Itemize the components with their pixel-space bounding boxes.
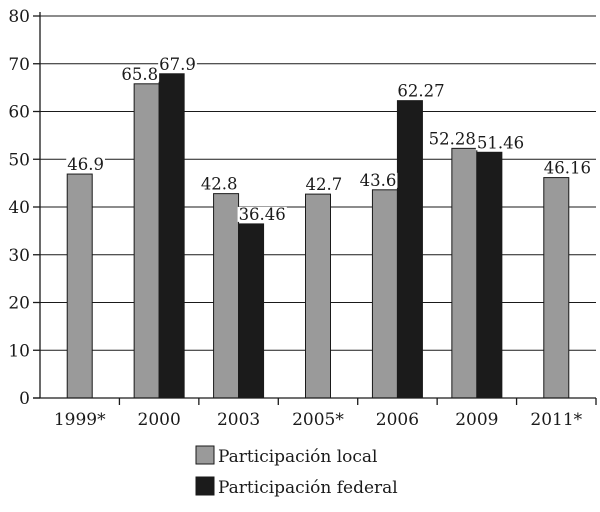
- legend-label-federal: Participación federal: [218, 478, 398, 498]
- data-label-background: [427, 131, 477, 147]
- data-label-background: [304, 177, 344, 193]
- y-tick-label: 50: [8, 150, 30, 170]
- legend-label-local: Participación local: [218, 447, 378, 467]
- data-label: 36.46: [239, 205, 286, 224]
- data-label: 46.9: [67, 155, 104, 174]
- x-tick-label: 1999*: [54, 410, 106, 430]
- bar-local-2005: [305, 193, 331, 399]
- data-label-background: [396, 83, 446, 99]
- data-label: 52.28: [429, 129, 476, 148]
- x-tick-label: 2009: [455, 410, 498, 430]
- bars: [66, 73, 570, 399]
- data-labels: 46.9 65.867.9 42.836.46 42.7 43.6 62.27 52.28 5…: [66, 55, 593, 224]
- bar-local-2009: [451, 147, 478, 399]
- data-label: 42.8: [201, 175, 238, 194]
- data-label-background: [158, 56, 197, 72]
- data-label-background: [358, 172, 398, 188]
- legend-swatch-local: [195, 445, 215, 465]
- data-label-background: [120, 66, 160, 82]
- bar-federal-2006: [396, 100, 423, 399]
- bar-local-2011: [543, 177, 570, 399]
- data-label-background: [199, 176, 239, 192]
- data-label-background: [542, 160, 593, 176]
- y-tick-label: 30: [8, 246, 30, 266]
- data-label: 67.9: [159, 55, 196, 74]
- y-tick-label: 80: [8, 7, 30, 27]
- data-label: 62.27: [397, 82, 444, 101]
- y-tick-label: 10: [8, 341, 30, 361]
- axes: 0 10 20 30 40 50 60 70 80 1999* 2000 2003 2005* 2006 2…: [8, 7, 597, 430]
- x-tick-label: 2011*: [530, 410, 582, 430]
- legend-swatch-federal: [195, 476, 215, 496]
- y-tick-label: 40: [8, 198, 30, 218]
- data-label: 65.8: [121, 65, 158, 84]
- x-tick-label: 2006: [376, 410, 419, 430]
- y-tick-label: 70: [8, 55, 30, 75]
- data-label: 46.16: [544, 159, 591, 178]
- data-label: 42.7: [306, 175, 343, 194]
- x-tick-label: 2003: [217, 410, 260, 430]
- data-label: 51.46: [477, 133, 524, 152]
- x-tick-label: 2000: [138, 410, 181, 430]
- y-tick-label: 0: [19, 389, 30, 409]
- data-label-background: [237, 206, 287, 222]
- bar-local-1999: [66, 173, 93, 399]
- bar-local-2003: [213, 193, 240, 399]
- data-label: 43.6: [360, 171, 397, 190]
- bar-local-2006: [371, 189, 398, 399]
- y-tick-label: 20: [8, 294, 30, 314]
- y-tick-label: 60: [8, 103, 30, 123]
- data-label-background: [475, 135, 526, 151]
- data-label-background: [66, 157, 105, 173]
- bar-local-2000: [133, 83, 160, 399]
- x-tick-label: 2005*: [292, 410, 344, 430]
- bar-federal-2009: [476, 151, 503, 399]
- bar-federal-2000: [158, 73, 185, 399]
- legend: Participación local Participación federal: [195, 445, 398, 498]
- bar-federal-2003: [238, 223, 265, 399]
